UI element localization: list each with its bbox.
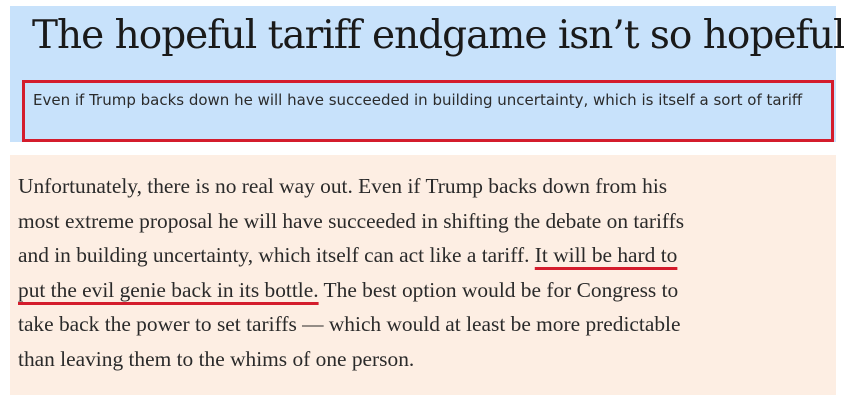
- article-headline: The hopeful tariff endgame isn’t so hope…: [32, 13, 844, 58]
- article-body-paragraph: Unfortunately, there is no real way out.…: [18, 169, 830, 377]
- body-line-3: and in building uncertainty, which itsel…: [18, 238, 830, 273]
- underlined-quote-part-1: It will be hard to: [534, 243, 678, 268]
- headline-section: The hopeful tariff endgame isn’t so hope…: [10, 6, 844, 142]
- body-line-2: most extreme proposal he will have succe…: [18, 208, 685, 233]
- article-body-section: Unfortunately, there is no real way out.…: [10, 155, 836, 395]
- underlined-quote-part-2: put the evil genie back in its bottle.: [18, 277, 319, 302]
- body-text-segment: The best option would be for Congress to: [318, 277, 679, 302]
- body-line-6: than leaving them to the whims of one pe…: [18, 346, 415, 371]
- body-text-segment: and in building uncertainty, which itsel…: [18, 243, 535, 268]
- body-line-4: put the evil genie back in its bottle. T…: [18, 273, 830, 308]
- article-subheadline: Even if Trump backs down he will have su…: [22, 80, 834, 142]
- body-line-1: Unfortunately, there is no real way out.…: [18, 174, 668, 198]
- body-line-5: take back the power to set tariffs — whi…: [18, 312, 681, 337]
